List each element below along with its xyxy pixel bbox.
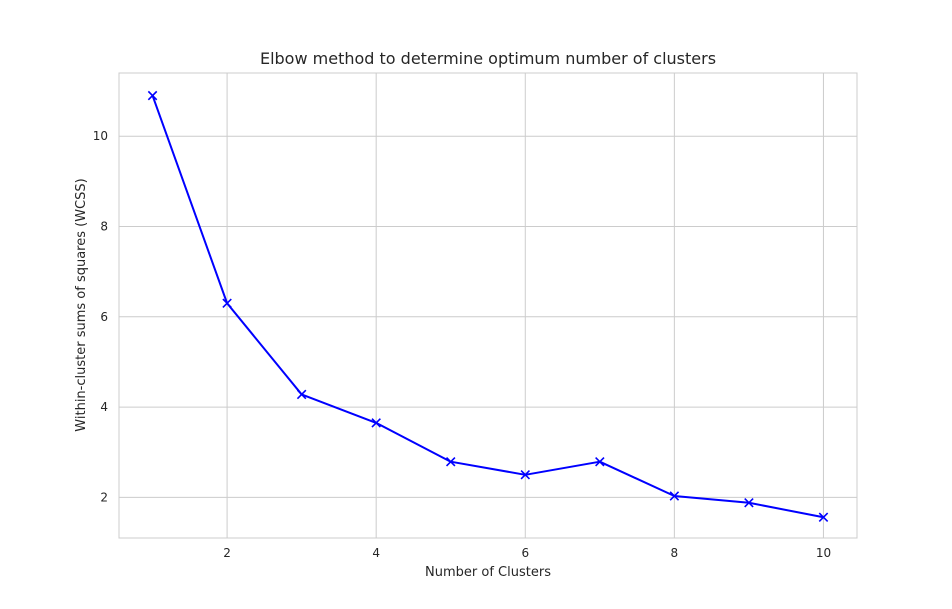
data-point-marker <box>669 491 680 501</box>
data-point-marker <box>147 90 158 101</box>
plot-area-frame <box>118 72 858 539</box>
data-point-marker <box>520 470 531 480</box>
chart-title: Elbow method to determine optimum number… <box>260 49 716 68</box>
y-tick-label: 6 <box>100 310 108 324</box>
x-tick-label: 10 <box>816 546 831 560</box>
x-tick-label: 6 <box>521 546 529 560</box>
data-point-marker <box>744 498 754 508</box>
y-tick-label: 2 <box>100 490 108 504</box>
tick-labels: 2 4 6 8 10 2 4 6 8 10 <box>93 129 831 560</box>
x-tick-label: 4 <box>372 546 380 560</box>
data-point-marker <box>595 456 605 467</box>
data-point-marker <box>296 389 307 400</box>
data-point-marker <box>445 456 456 467</box>
y-tick-label: 10 <box>93 129 108 143</box>
data-point-marker <box>222 298 232 309</box>
series-layer <box>147 90 829 522</box>
grid <box>119 73 857 538</box>
x-tick-label: 2 <box>223 546 231 560</box>
x-tick-label: 8 <box>671 546 679 560</box>
series-line <box>151 95 824 519</box>
y-axis-label: Within-cluster sums of squares (WCSS) <box>74 178 89 431</box>
data-point-marker <box>371 418 381 428</box>
data-point-marker <box>818 512 829 522</box>
y-tick-label: 8 <box>100 219 108 233</box>
x-axis-label: Number of Clusters <box>425 565 551 580</box>
y-tick-label: 4 <box>100 400 108 414</box>
